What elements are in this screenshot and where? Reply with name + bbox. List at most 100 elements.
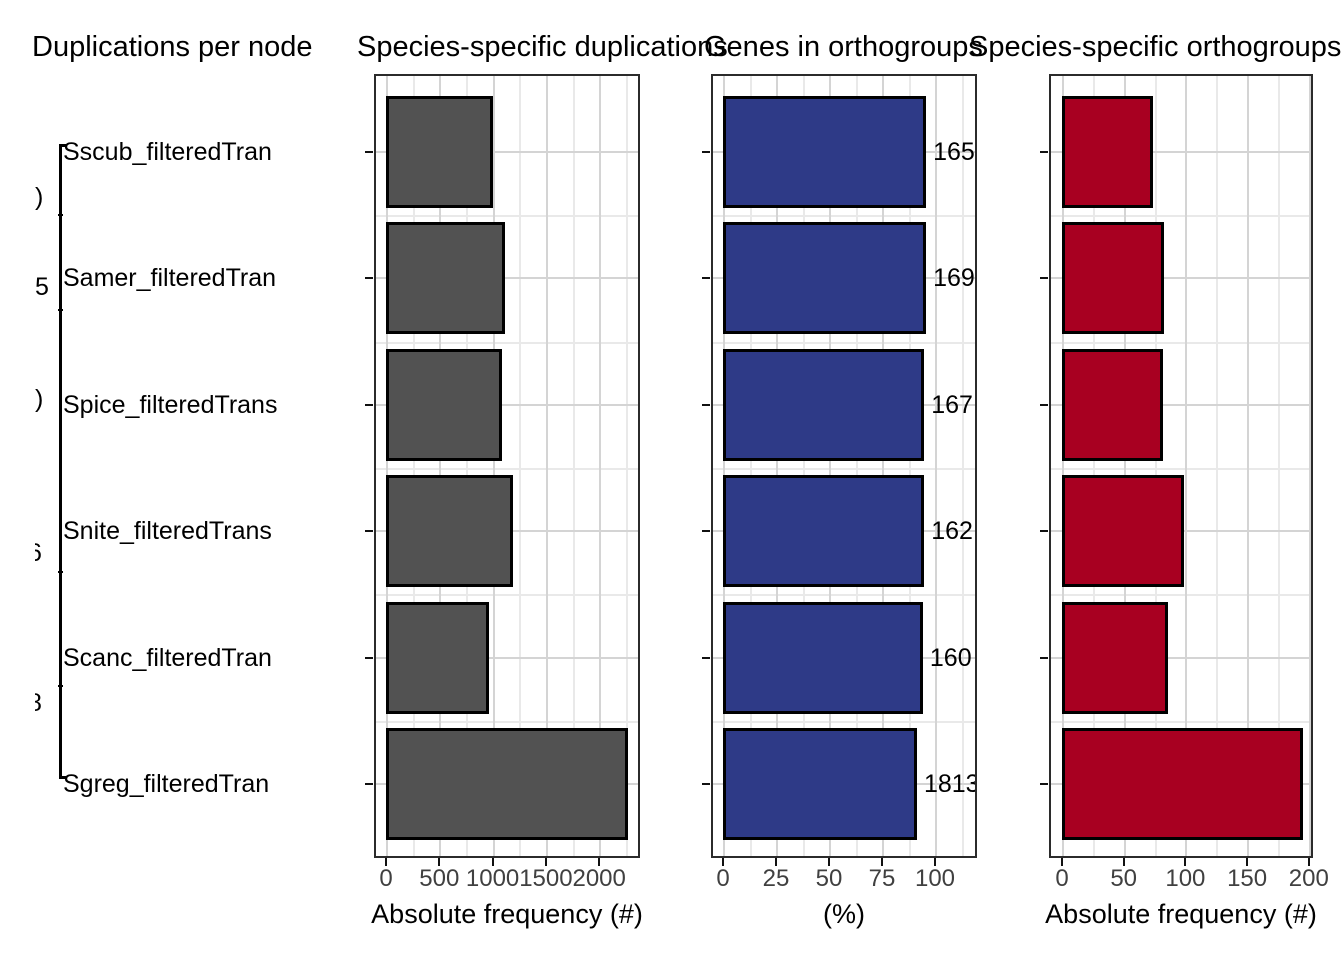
gridline-major-h bbox=[374, 277, 640, 279]
bar bbox=[386, 728, 628, 840]
gridline-major-v bbox=[829, 74, 831, 858]
x-axis-tick-label: 100 bbox=[1165, 865, 1206, 892]
chart-panel bbox=[374, 74, 640, 858]
gridline-major-v bbox=[935, 74, 937, 858]
y-axis-tick bbox=[702, 783, 710, 785]
gridline-minor-h bbox=[711, 342, 977, 344]
node-label-fragment-text: ) bbox=[35, 385, 44, 413]
gridline-minor-v bbox=[961, 74, 964, 858]
bar bbox=[1062, 602, 1169, 714]
species-tip-label: Scanc_filteredTran bbox=[63, 644, 272, 672]
gridline-minor-h bbox=[374, 721, 640, 723]
y-axis-tick bbox=[365, 783, 373, 785]
x-axis-tick-label: 200 bbox=[1288, 865, 1329, 892]
node-label-fragment: 5 bbox=[35, 273, 48, 301]
x-axis-tick bbox=[544, 858, 547, 866]
gridline-major-v bbox=[776, 74, 778, 858]
gridline-major-v bbox=[723, 74, 725, 858]
x-axis-tick bbox=[1246, 858, 1249, 866]
gridline-minor-h bbox=[1049, 215, 1313, 217]
x-axis-tick-label: 100 bbox=[914, 865, 956, 892]
gridline-minor-v bbox=[855, 74, 858, 858]
tree-node-joint bbox=[58, 214, 63, 216]
tree-node-joint bbox=[58, 685, 63, 687]
y-axis-tick bbox=[702, 530, 710, 532]
gridline-major-v bbox=[492, 74, 495, 858]
x-axis-tick-label: 1500 bbox=[519, 865, 573, 892]
gridline-major-v bbox=[882, 74, 884, 858]
y-axis-tick bbox=[1040, 151, 1048, 153]
gridline-major-v bbox=[1123, 74, 1126, 858]
gridline-minor-v bbox=[625, 74, 628, 858]
gridline-minor-v bbox=[908, 74, 911, 858]
bar bbox=[723, 222, 927, 334]
species-tip-label: Snite_filteredTrans bbox=[63, 517, 272, 545]
gridline-minor-h bbox=[374, 342, 640, 344]
y-axis-tick bbox=[1040, 783, 1048, 785]
x-axis-tick-label: 0 bbox=[379, 865, 393, 892]
x-axis-tick bbox=[1061, 858, 1063, 866]
y-axis-tick bbox=[702, 404, 710, 406]
chart-panel bbox=[1049, 74, 1313, 858]
node-label-fragment: 8 bbox=[35, 689, 48, 717]
gridline-major-v bbox=[1062, 74, 1064, 858]
gridline-minor-v bbox=[749, 74, 752, 858]
gridline-major-v bbox=[1247, 74, 1250, 858]
y-axis-tick bbox=[1040, 657, 1048, 659]
y-axis-tick bbox=[365, 277, 373, 279]
bar bbox=[386, 96, 494, 208]
x-axis-tick-label: 50 bbox=[1110, 865, 1138, 892]
species-tip-label: Sscub_filteredTran bbox=[63, 138, 272, 166]
y-axis-tick bbox=[365, 530, 373, 532]
y-axis-tick bbox=[365, 657, 373, 659]
gridline-major-v bbox=[599, 74, 602, 858]
gridline-minor-h bbox=[1049, 468, 1313, 470]
bar bbox=[1062, 349, 1164, 461]
x-axis-tick-label: 0 bbox=[1055, 865, 1069, 892]
bar bbox=[1062, 728, 1303, 840]
tree-node-joint bbox=[58, 571, 63, 573]
chart-panel: 165 169 167 162 160 1813 bbox=[711, 74, 977, 858]
gridline-major-v bbox=[545, 74, 548, 858]
node-label-fragment-text: ) bbox=[35, 183, 44, 211]
gridline-minor-h bbox=[1049, 721, 1313, 723]
y-axis-tick bbox=[1040, 277, 1048, 279]
gridline-minor-v bbox=[802, 74, 805, 858]
gridline-minor-v bbox=[1216, 74, 1219, 858]
node-label-fragment: 6 bbox=[35, 539, 48, 567]
gridline-minor-v bbox=[465, 74, 468, 858]
node-label-fragment: ) bbox=[35, 385, 48, 413]
x-axis-tick bbox=[1307, 858, 1310, 866]
gridline-minor-h bbox=[711, 215, 977, 217]
x-axis-tick bbox=[722, 858, 724, 866]
bar bbox=[1062, 222, 1165, 334]
x-axis-tick bbox=[1184, 858, 1187, 866]
y-axis-tick bbox=[1040, 404, 1048, 406]
plot-title-species-specific-duplications: Species-specific duplications bbox=[357, 31, 728, 63]
x-axis-tick bbox=[385, 858, 387, 866]
gridline-major-v bbox=[386, 74, 388, 858]
bar-value-label: 169 bbox=[933, 264, 975, 292]
x-axis-tick-label: 50 bbox=[815, 865, 843, 892]
node-label-fragment-text: 5 bbox=[35, 273, 48, 301]
bar bbox=[1062, 475, 1185, 587]
tree-branch-stub bbox=[59, 144, 66, 147]
x-axis-tick-label: 500 bbox=[419, 865, 460, 892]
x-axis-tick bbox=[1122, 858, 1125, 866]
gridline-minor-v bbox=[572, 74, 575, 858]
y-axis-tick bbox=[1040, 530, 1048, 532]
x-axis-tick-label: 150 bbox=[1227, 865, 1268, 892]
gridline-minor-v bbox=[1277, 74, 1280, 858]
y-axis-tick bbox=[365, 151, 373, 153]
x-axis-tick-label: 75 bbox=[868, 865, 896, 892]
gridline-major-h bbox=[1049, 404, 1313, 406]
x-axis-tick bbox=[934, 858, 936, 866]
bar bbox=[386, 475, 513, 587]
x-axis-tick-label: 25 bbox=[762, 865, 790, 892]
bar bbox=[723, 96, 927, 208]
bar bbox=[723, 475, 925, 587]
node-label-fragment: ) bbox=[35, 183, 48, 211]
gridline-major-h bbox=[1049, 277, 1313, 279]
gridline-minor-h bbox=[374, 468, 640, 470]
gridline-minor-h bbox=[1049, 342, 1313, 344]
